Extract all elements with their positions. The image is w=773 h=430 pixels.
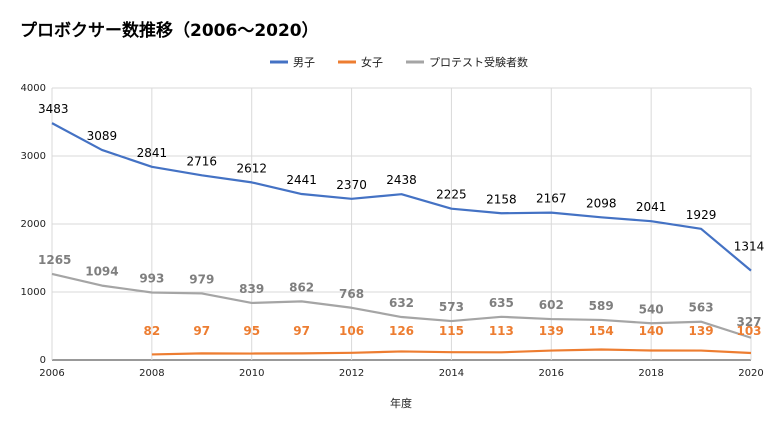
data-label: 139 <box>689 324 714 338</box>
legend-label: 男子 <box>293 56 315 69</box>
data-label: 2716 <box>187 154 218 168</box>
data-labels: 3483 3089 2841 2716 2612 2441 2370 2438 2225 2158… <box>38 102 764 338</box>
data-label: 126 <box>389 324 414 338</box>
y-axis-ticks: 0 1000 2000 3000 4000 <box>21 83 46 366</box>
data-label: 2098 <box>586 196 617 210</box>
data-label: 979 <box>189 272 214 286</box>
x-tick-label: 2012 <box>339 368 364 379</box>
data-label: 97 <box>293 324 310 338</box>
series-line <box>151 348 752 356</box>
x-tick-label: 2014 <box>439 368 464 379</box>
data-label: 97 <box>193 324 210 338</box>
data-label: 2158 <box>486 192 517 206</box>
data-label: 862 <box>289 280 314 294</box>
data-label: 1929 <box>686 208 717 222</box>
x-tick-label: 2018 <box>638 368 663 379</box>
data-label: 839 <box>239 282 264 296</box>
data-label: 2438 <box>386 173 417 187</box>
data-label: 103 <box>736 324 761 338</box>
y-tick-label: 4000 <box>21 83 46 94</box>
data-label: 140 <box>639 324 664 338</box>
grid-lines <box>51 87 752 361</box>
series-line <box>51 272 752 339</box>
y-tick-label: 1000 <box>21 287 46 298</box>
data-label: 1265 <box>38 253 71 267</box>
data-label: 589 <box>589 299 614 313</box>
data-label: 1314 <box>734 240 765 254</box>
data-label: 563 <box>689 301 714 315</box>
data-label: 139 <box>539 324 564 338</box>
legend-label: プロテスト受験者数 <box>429 55 528 69</box>
x-axis-ticks: 2006 2008 2010 2012 2014 2016 2018 2020 <box>39 368 763 379</box>
data-label: 2841 <box>137 146 168 160</box>
x-tick-label: 2008 <box>139 368 164 379</box>
data-label: 573 <box>439 300 464 314</box>
data-label: 82 <box>144 324 161 338</box>
data-label: 768 <box>339 287 364 301</box>
legend-label: 女子 <box>361 55 383 69</box>
data-label: 2441 <box>286 173 317 187</box>
data-label: 2225 <box>436 188 467 202</box>
data-label: 115 <box>439 324 464 338</box>
y-tick-label: 2000 <box>21 219 46 230</box>
data-label: 113 <box>489 324 514 338</box>
x-tick-label: 2016 <box>539 368 564 379</box>
data-label: 1094 <box>85 265 118 279</box>
x-tick-label: 2006 <box>39 368 64 379</box>
y-tick-label: 3000 <box>21 151 46 162</box>
x-axis-label: 年度 <box>390 396 412 410</box>
data-label: 2370 <box>336 178 367 192</box>
x-tick-label: 2010 <box>239 368 264 379</box>
data-label: 95 <box>243 324 260 338</box>
data-label: 2167 <box>536 192 567 206</box>
chart-title: プロボクサー数推移（2006〜2020） <box>20 20 319 41</box>
data-label: 2041 <box>636 200 667 214</box>
data-label: 632 <box>389 296 414 310</box>
data-label: 106 <box>339 324 364 338</box>
data-label: 2612 <box>236 161 267 175</box>
data-label: 3483 <box>38 102 69 116</box>
series-lines <box>51 122 752 356</box>
data-label: 327 <box>736 315 761 329</box>
legend: 男子 女子 プロテスト受験者数 <box>270 55 528 69</box>
data-label: 602 <box>539 298 564 312</box>
x-tick-label: 2020 <box>738 368 763 379</box>
data-label: 540 <box>639 302 664 316</box>
data-label: 993 <box>139 271 164 285</box>
series-line <box>51 122 752 272</box>
y-tick-label: 0 <box>40 355 46 366</box>
data-label: 635 <box>489 296 514 310</box>
data-label: 154 <box>589 324 614 338</box>
data-label: 3089 <box>87 129 118 143</box>
